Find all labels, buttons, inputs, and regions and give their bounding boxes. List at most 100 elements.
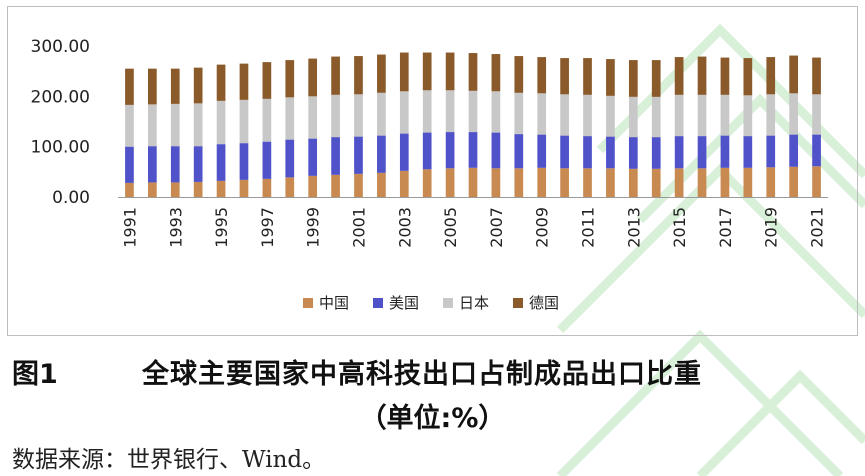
- x-tick-label: 2019: [762, 207, 781, 248]
- bar-日本-2000: [331, 94, 340, 138]
- bar-德国-2007: [491, 54, 501, 92]
- x-tick-label: 1995: [212, 207, 231, 248]
- bar-德国-1991: [125, 68, 134, 105]
- bar-美国-2019: [766, 135, 776, 168]
- bar-中国-1998: [285, 177, 295, 197]
- x-tick-label: 2013: [624, 207, 643, 248]
- bar-美国-2003: [399, 133, 409, 171]
- bar-德国-1998: [285, 60, 295, 98]
- bar-日本-1995: [216, 100, 226, 145]
- x-tick-label: 2005: [441, 207, 460, 248]
- bar-日本-1998: [285, 97, 295, 140]
- bar-德国-2020: [789, 55, 798, 94]
- y-tick-label: 100.00: [31, 138, 90, 158]
- bar-美国-2005: [445, 132, 455, 169]
- bar-德国-2003: [399, 52, 409, 92]
- x-tick-label: 2017: [716, 207, 735, 248]
- bar-美国-2002: [377, 135, 386, 173]
- bar-美国-2001: [354, 136, 363, 174]
- bar-日本-2021: [812, 94, 821, 135]
- legend-swatch-中国: [303, 298, 313, 308]
- bar-美国-2000: [331, 137, 340, 175]
- y-tick-label: 300.00: [31, 37, 90, 57]
- bar-德国-2009: [537, 57, 547, 94]
- bar-中国-1999: [308, 175, 318, 197]
- x-tick-label: 2011: [579, 207, 598, 248]
- bar-德国-2017: [720, 57, 730, 95]
- bar-中国-2018: [743, 167, 753, 197]
- bar-中国-1993: [170, 182, 180, 197]
- bar-中国-2014: [651, 168, 661, 197]
- bar-德国-1993: [170, 68, 180, 104]
- chart-frame: [7, 6, 858, 336]
- bar-日本-1994: [193, 103, 203, 147]
- bar-美国-2011: [583, 136, 592, 169]
- bar-中国-2017: [720, 167, 730, 197]
- bar-中国-1997: [262, 178, 272, 197]
- x-tick-label: 2001: [349, 207, 368, 248]
- bar-中国-2009: [537, 167, 547, 197]
- bar-中国-2001: [354, 173, 363, 197]
- bar-美国-1995: [216, 144, 226, 181]
- bar-美国-2015: [674, 136, 684, 169]
- legend-label: 日本: [459, 294, 489, 312]
- bar-日本-2004: [422, 90, 432, 133]
- bar-中国-2005: [445, 168, 455, 197]
- legend-label: 美国: [389, 294, 419, 312]
- x-tick-label: 1999: [304, 207, 323, 248]
- bar-日本-2014: [651, 96, 661, 138]
- bar-德国-2005: [445, 52, 455, 91]
- bar-美国-1993: [170, 146, 180, 183]
- bar-美国-2007: [491, 132, 501, 169]
- bar-中国-2008: [514, 168, 524, 197]
- bar-中国-1996: [239, 179, 249, 197]
- legend-swatch-美国: [373, 298, 383, 308]
- bar-日本-2003: [399, 91, 409, 134]
- bar-中国-1991: [125, 182, 134, 197]
- bar-德国-2011: [583, 58, 592, 95]
- bar-美国-1991: [125, 146, 134, 183]
- bar-中国-2020: [789, 166, 798, 197]
- bar-德国-2001: [354, 56, 363, 95]
- bar-日本-1999: [308, 96, 318, 139]
- bar-中国-2021: [812, 166, 821, 197]
- bar-美国-1999: [308, 138, 318, 176]
- bar-美国-1994: [193, 146, 203, 182]
- figure-caption: 图1 全球主要国家中高科技出口占制成品出口比重: [12, 352, 857, 390]
- bar-德国-2019: [766, 57, 776, 95]
- bar-德国-2016: [697, 56, 707, 95]
- bar-美国-2010: [560, 135, 569, 169]
- bar-日本-2006: [468, 90, 478, 133]
- bar-日本-2002: [377, 92, 386, 136]
- bar-德国-1999: [308, 58, 318, 97]
- bar-中国-2002: [377, 172, 386, 197]
- bar-中国-1992: [148, 182, 157, 197]
- bar-美国-1996: [239, 143, 249, 180]
- bar-美国-2014: [651, 137, 661, 169]
- bar-中国-2016: [697, 168, 707, 197]
- bar-中国-2003: [399, 170, 409, 197]
- figure-title: 全球主要国家中高科技出口占制成品出口比重: [142, 359, 702, 390]
- bar-德国-2002: [377, 54, 386, 93]
- bar-德国-1995: [216, 64, 226, 101]
- bar-美国-2021: [812, 134, 821, 167]
- bar-中国-1994: [193, 181, 203, 197]
- bar-美国-2006: [468, 132, 478, 168]
- bar-德国-2004: [422, 52, 432, 91]
- bar-美国-2013: [628, 137, 638, 169]
- bar-德国-2013: [628, 60, 638, 97]
- bar-中国-2000: [331, 174, 340, 197]
- bar-德国-2015: [674, 57, 684, 95]
- bar-德国-2014: [651, 60, 661, 97]
- bar-德国-1996: [239, 63, 249, 100]
- bar-美国-2017: [720, 135, 730, 168]
- y-tick-label: 0.00: [52, 188, 90, 208]
- legend-swatch-德国: [513, 298, 523, 308]
- stacked-bar-chart: 0.00 100.00 200.00 300.00 1991 1993 1995 1997 19…: [31, 37, 828, 312]
- bar-日本-2009: [537, 93, 547, 135]
- bar-德国-2008: [514, 56, 524, 93]
- figure-unit: （单位:%）: [359, 403, 506, 434]
- data-source: 数据来源：世界银行、Wind。: [12, 447, 326, 473]
- x-tick-label: 2003: [395, 207, 414, 248]
- x-tick-label: 1997: [258, 207, 277, 248]
